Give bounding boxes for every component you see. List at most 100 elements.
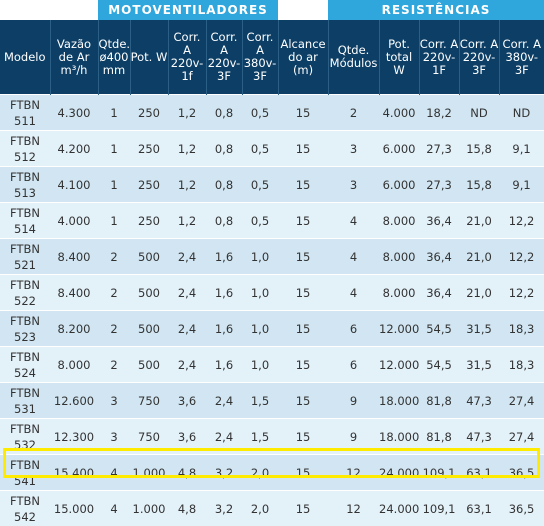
column-header: Corr. A 220v-3F	[459, 20, 499, 95]
table-cell: 9,1	[499, 167, 544, 203]
table-cell: 15	[278, 95, 328, 131]
column-header: Modelo	[0, 20, 50, 95]
table-cell: 1,2	[168, 203, 206, 239]
table-cell: 1,0	[242, 275, 278, 311]
table-cell: 21,0	[459, 239, 499, 275]
table-cell: 1,0	[242, 239, 278, 275]
column-header: Vazão de Ar m³/h	[50, 20, 98, 95]
table-cell: 15	[278, 131, 328, 167]
table-cell: 2,0	[242, 455, 278, 491]
table-cell: 54,5	[419, 347, 459, 383]
table-cell: 27,3	[419, 167, 459, 203]
table-cell: 250	[130, 203, 168, 239]
table-cell: 47,3	[459, 419, 499, 455]
table-cell: 15	[278, 455, 328, 491]
table-cell: 500	[130, 275, 168, 311]
table-cell: 15	[278, 419, 328, 455]
table-cell: 1,5	[242, 419, 278, 455]
table-cell: 8.000	[379, 275, 419, 311]
table-cell: 3,6	[168, 383, 206, 419]
column-header: Pot. total W	[379, 20, 419, 95]
table-cell: 250	[130, 167, 168, 203]
table-cell: 4	[328, 239, 379, 275]
column-header: Alcance do ar (m)	[278, 20, 328, 95]
table-cell: 27,3	[419, 131, 459, 167]
table-cell: 8.000	[379, 203, 419, 239]
column-header: Corr. A 220v-1F	[419, 20, 459, 95]
table-cell: 15.400	[50, 455, 98, 491]
table-cell: 8.400	[50, 239, 98, 275]
table-cell: 8.200	[50, 311, 98, 347]
table-cell: 0,5	[242, 203, 278, 239]
column-header: Corr. A 380v-3F	[242, 20, 278, 95]
table-cell: 36,5	[499, 455, 544, 491]
table-cell: 8.000	[50, 347, 98, 383]
table-cell: 0,5	[242, 95, 278, 131]
table-cell: 2	[98, 239, 130, 275]
table-cell: 0,5	[242, 167, 278, 203]
table-cell: 27,4	[499, 383, 544, 419]
table-cell: 250	[130, 131, 168, 167]
table-cell: 15	[278, 383, 328, 419]
table-cell: 1,6	[206, 275, 242, 311]
table-cell: 12.000	[379, 347, 419, 383]
column-header: Corr. A 220v-3F	[206, 20, 242, 95]
table-cell: 3,6	[168, 419, 206, 455]
table-cell: 1	[98, 95, 130, 131]
table-cell: 31,5	[459, 311, 499, 347]
table-cell: 0,8	[206, 95, 242, 131]
table-cell: 1,0	[242, 347, 278, 383]
table-cell: 1	[98, 203, 130, 239]
table-cell: 9	[328, 419, 379, 455]
table-cell: 36,5	[499, 491, 544, 526]
table-cell: 4.000	[379, 95, 419, 131]
column-header: Corr. A 220v-1f	[168, 20, 206, 95]
table-cell: 4	[98, 455, 130, 491]
table-cell: 47,3	[459, 383, 499, 419]
table-cell: 750	[130, 419, 168, 455]
table-cell: 2,4	[168, 239, 206, 275]
table-cell: 18,2	[419, 95, 459, 131]
table-cell: 1,0	[242, 311, 278, 347]
table-cell: 18,3	[499, 311, 544, 347]
table-cell: 31,5	[459, 347, 499, 383]
group-header-blank	[0, 0, 98, 20]
group-header-gap	[278, 0, 328, 20]
table-cell: 12,2	[499, 275, 544, 311]
table-cell: 24.000	[379, 455, 419, 491]
table-cell: 15	[278, 311, 328, 347]
table-cell: 12	[328, 455, 379, 491]
table-cell: 3	[98, 383, 130, 419]
table-cell: 4.000	[50, 203, 98, 239]
table-cell: 6	[328, 311, 379, 347]
table-cell: 4.300	[50, 95, 98, 131]
table-cell: 6.000	[379, 131, 419, 167]
table-cell: 81,8	[419, 383, 459, 419]
table-cell: 250	[130, 95, 168, 131]
table-cell: 12,2	[499, 203, 544, 239]
table-cell: 0,8	[206, 203, 242, 239]
table-cell: 4	[98, 491, 130, 526]
table-cell: 1,2	[168, 131, 206, 167]
table-cell: 1,6	[206, 239, 242, 275]
table-cell: 0,5	[242, 131, 278, 167]
table-cell: 15,8	[459, 167, 499, 203]
table-cell: 21,0	[459, 275, 499, 311]
table-cell: 6.000	[379, 167, 419, 203]
table-cell: 2	[98, 347, 130, 383]
table-cell: 1	[98, 131, 130, 167]
table-cell: 2,4	[168, 311, 206, 347]
table-cell: 4.100	[50, 167, 98, 203]
